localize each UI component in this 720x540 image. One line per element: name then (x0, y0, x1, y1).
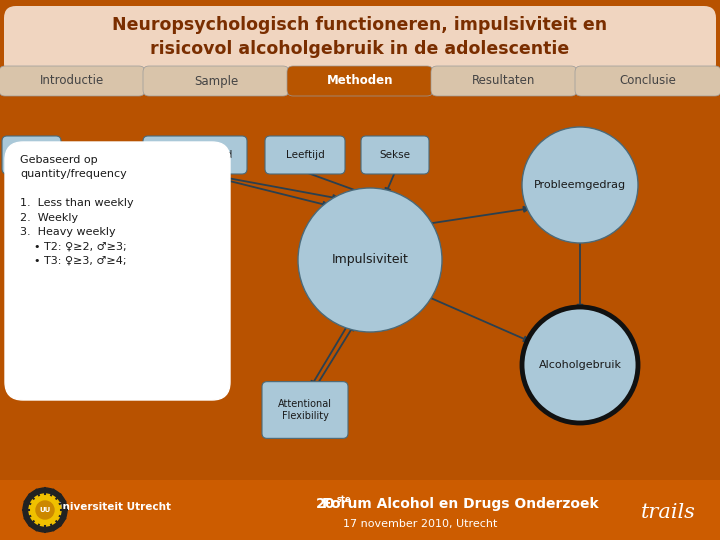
Text: Attentional
Flexibility: Attentional Flexibility (278, 399, 332, 421)
Text: Sekse: Sekse (379, 150, 410, 160)
FancyBboxPatch shape (0, 66, 145, 96)
Text: Leeftijd: Leeftijd (286, 150, 325, 160)
FancyBboxPatch shape (575, 66, 720, 96)
Text: Neuropsychologisch functioneren, impulsiviteit en: Neuropsychologisch functioneren, impulsi… (112, 16, 608, 34)
Text: Universiteit Utrecht: Universiteit Utrecht (53, 502, 171, 512)
Text: risicovol alcoholgebruik in de adolescentie: risicovol alcoholgebruik in de adolescen… (150, 40, 570, 58)
Text: Introductie: Introductie (40, 75, 104, 87)
FancyBboxPatch shape (5, 142, 230, 400)
FancyBboxPatch shape (143, 66, 289, 96)
Ellipse shape (522, 127, 638, 243)
Text: Forum Alcohol en Drugs Onderzoek: Forum Alcohol en Drugs Onderzoek (322, 497, 598, 511)
FancyBboxPatch shape (431, 66, 577, 96)
FancyBboxPatch shape (4, 6, 716, 76)
Ellipse shape (298, 188, 442, 332)
Text: 17 november 2010, Utrecht: 17 november 2010, Utrecht (343, 519, 498, 529)
Text: ste: ste (337, 495, 352, 503)
FancyBboxPatch shape (262, 382, 348, 438)
FancyBboxPatch shape (143, 136, 247, 174)
Text: Probleemgedrag: Probleemgedrag (534, 180, 626, 190)
FancyBboxPatch shape (361, 136, 429, 174)
Circle shape (29, 494, 61, 526)
Text: Alcoholgebruik: Alcoholgebruik (539, 360, 621, 370)
Circle shape (36, 501, 54, 519)
Bar (0, 480, 720, 540)
Text: UU: UU (40, 507, 50, 513)
Text: Gebaseerd op
quantity/frequency

1.  Less than weekly
2.  Weekly
3.  Heavy weekl: Gebaseerd op quantity/frequency 1. Less … (20, 155, 134, 266)
Circle shape (23, 488, 67, 532)
Text: Methoden: Methoden (327, 75, 393, 87)
Ellipse shape (522, 307, 638, 423)
Text: Resultaten: Resultaten (472, 75, 536, 87)
Text: Conclusie: Conclusie (620, 75, 676, 87)
Text: Impulsiviteit: Impulsiviteit (332, 253, 408, 267)
FancyBboxPatch shape (1, 95, 719, 483)
FancyBboxPatch shape (265, 136, 345, 174)
Text: 20: 20 (315, 497, 335, 511)
Text: trails: trails (641, 503, 696, 522)
FancyBboxPatch shape (287, 66, 433, 96)
FancyBboxPatch shape (2, 136, 61, 174)
Text: Baseline Speed: Baseline Speed (158, 150, 233, 160)
Text: Sample: Sample (194, 75, 238, 87)
